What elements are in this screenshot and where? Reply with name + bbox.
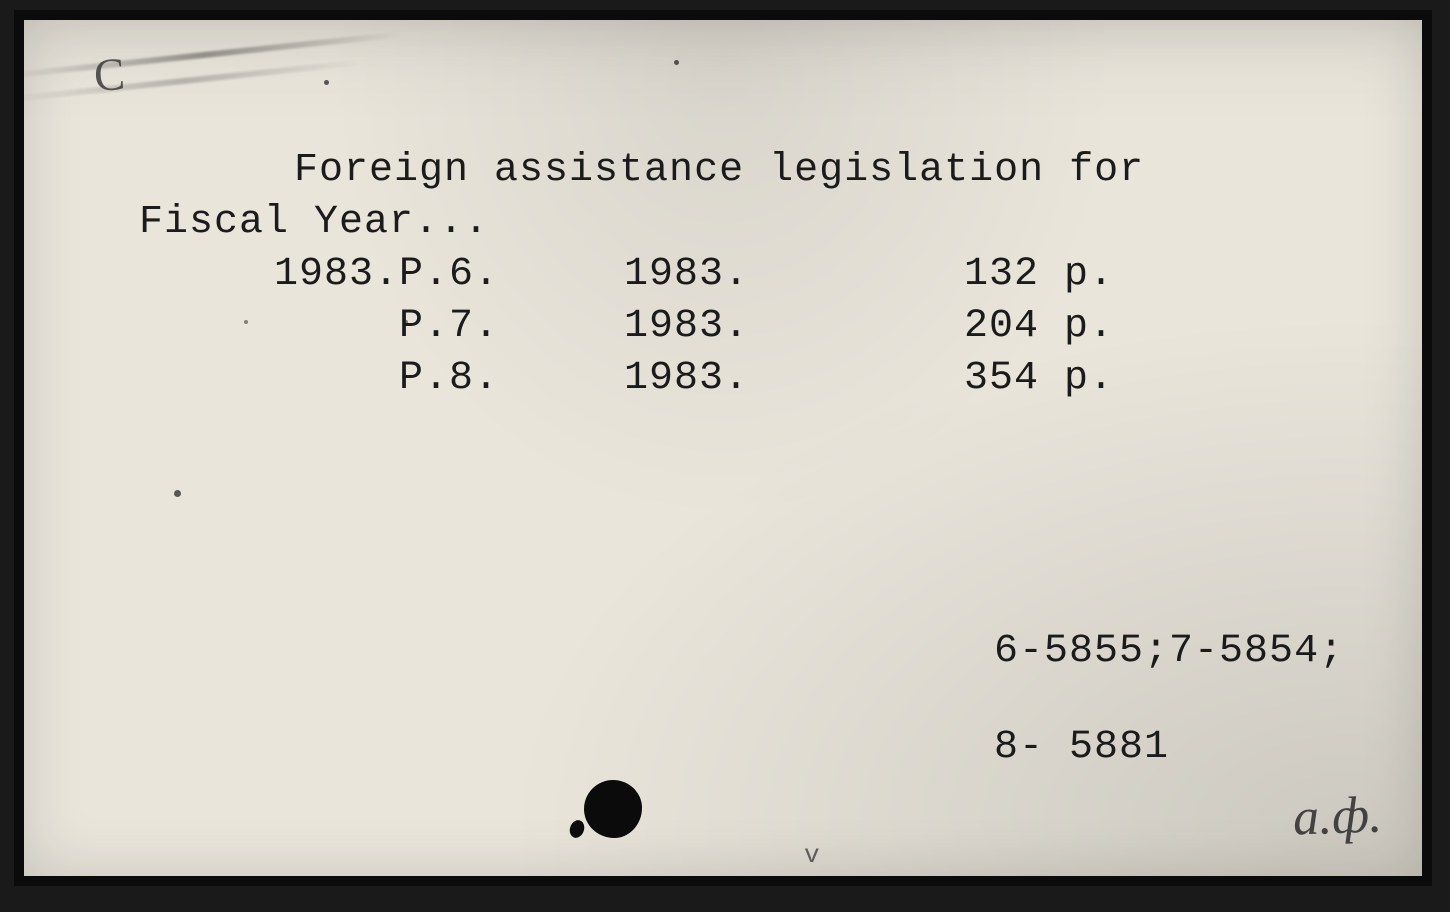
punch-hole-icon — [584, 780, 642, 838]
handwritten-initials: a.ф. — [1292, 785, 1383, 847]
row-pages: 132 p. — [964, 252, 1184, 302]
title-line-1: Foreign assistance legislation for — [294, 148, 1144, 193]
scan-speck — [324, 80, 329, 85]
row-part: 1983.P.6. — [274, 252, 534, 302]
row-part: P.8. — [274, 356, 534, 406]
row-year: 1983. — [624, 252, 804, 302]
row-part: P.7. — [274, 304, 534, 354]
scan-speck — [674, 60, 679, 65]
scan-scratch — [14, 59, 363, 103]
title-line-2: Fiscal Year... — [139, 200, 489, 245]
reference-numbers: 6-5855;7-5854; 8- 5881 — [894, 580, 1344, 820]
row-year: 1983. — [624, 356, 804, 406]
refs-line-1: 6-5855;7-5854; — [994, 629, 1344, 674]
scan-speck — [174, 490, 181, 497]
refs-line-2: 8- 5881 — [994, 725, 1169, 770]
index-card: C Foreign assistance legislation for Fis… — [14, 10, 1432, 886]
scan-speck — [244, 320, 248, 324]
scan-scratch — [14, 31, 403, 79]
handwritten-mark: C — [92, 47, 126, 102]
row-pages: 204 p. — [964, 304, 1184, 354]
tick-mark: v — [804, 840, 820, 870]
row-year: 1983. — [624, 304, 804, 354]
row-pages: 354 p. — [964, 356, 1184, 406]
